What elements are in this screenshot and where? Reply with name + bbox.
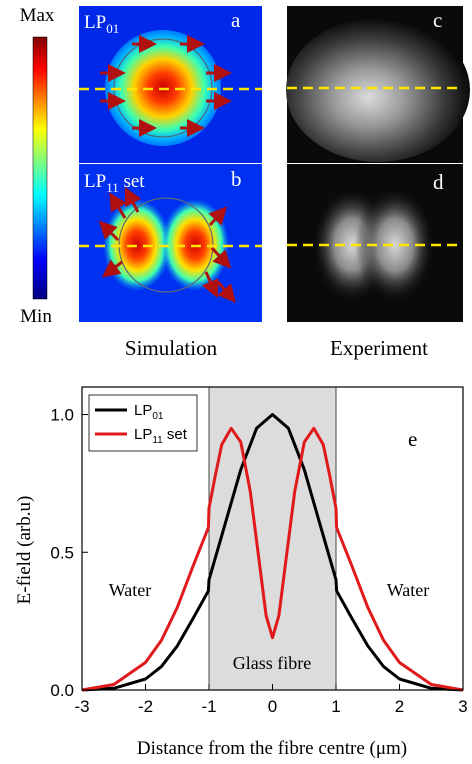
arrow	[124, 187, 142, 213]
panel-e-letter: e	[408, 427, 417, 451]
x-tick-label: -2	[138, 697, 153, 716]
x-tick-label: 3	[458, 697, 467, 716]
legend-label-lp01: LP01	[134, 402, 164, 422]
region-label-water-right: Water	[387, 580, 430, 600]
panel-d-letter: d	[433, 170, 444, 194]
panel-b-mode-label: LP11 set	[84, 171, 145, 195]
panel-d-lobe-right	[355, 187, 435, 303]
legend: LP01 LP11 set	[88, 394, 198, 452]
x-tick-label: 1	[331, 697, 340, 716]
legend-box	[88, 394, 198, 452]
y-tick-label: 0.0	[50, 681, 74, 700]
colorbar-max-label: Max	[20, 5, 55, 26]
panel-a-lp01-simulation: LP01 a	[79, 6, 262, 163]
panel-a-mode-label: LP01	[84, 12, 119, 36]
y-tick-label: 1.0	[50, 406, 74, 425]
y-axis-label: E-field (arb.u)	[14, 496, 35, 605]
panel-e-line-chart: -3 -2 -1 0 1 2 3 0.0 0.5 1.0 Glass fibre Water Wa…	[14, 386, 468, 759]
arrow	[202, 271, 219, 299]
panel-a-polarization-arrows	[100, 35, 232, 137]
ticks-layer: -3 -2 -1 0 1 2 3 0.0 0.5 1.0	[50, 406, 467, 716]
arrow	[101, 259, 123, 278]
arrow	[216, 281, 236, 303]
glass-fibre-shaded-region	[209, 387, 336, 690]
panel-c-letter: c	[433, 8, 442, 32]
legend-label-lp11: LP11 set	[134, 426, 188, 446]
colorbar-gradient	[32, 36, 48, 300]
panel-b-lp11-simulation: LP11 set b	[79, 164, 262, 322]
panel-c-lp01-experiment: c	[286, 6, 470, 163]
series-line-lp11	[81, 426, 464, 692]
panel-d-lp11-experiment: d	[287, 164, 463, 322]
panel-a-letter: a	[231, 8, 241, 32]
x-tick-label: 0	[268, 697, 277, 716]
series-layer	[81, 413, 464, 692]
panel-b-letter: b	[231, 167, 242, 191]
y-tick-label: 0.5	[50, 543, 74, 562]
colorbar: Max Min	[20, 5, 55, 327]
region-label-water-left: Water	[109, 580, 152, 600]
series-line-lp01	[81, 413, 464, 692]
colorbar-min-label: Min	[20, 306, 52, 327]
caption-experiment: Experiment	[330, 336, 428, 360]
x-tick-label: -3	[74, 697, 89, 716]
arrow	[98, 220, 120, 242]
x-tick-label: 2	[395, 697, 404, 716]
arrow	[109, 192, 127, 219]
arrow	[210, 246, 232, 269]
x-tick-label: -1	[201, 697, 216, 716]
caption-simulation: Simulation	[125, 336, 218, 360]
panel-b-polarization-arrows	[98, 187, 236, 303]
region-label-glass-fibre: Glass fibre	[233, 653, 311, 673]
panel-c-mode-field	[286, 18, 470, 162]
arrow	[208, 206, 228, 227]
x-axis-label: Distance from the fibre centre (μm)	[137, 738, 407, 759]
